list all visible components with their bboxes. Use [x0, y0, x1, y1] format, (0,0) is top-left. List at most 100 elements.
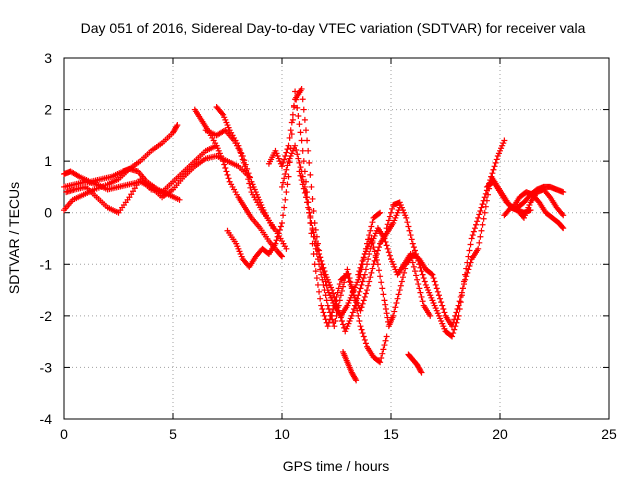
data-point: [454, 316, 461, 323]
data-point: [394, 295, 401, 302]
data-point: [421, 278, 428, 285]
data-point: [333, 312, 340, 319]
data-point: [464, 259, 471, 266]
data-point: [275, 230, 282, 237]
data-points: [61, 85, 567, 384]
data-point: [386, 213, 393, 220]
data-point: [559, 224, 566, 231]
data-point: [296, 121, 303, 128]
data-point: [376, 244, 383, 251]
data-point: [489, 170, 496, 177]
data-point: [333, 300, 340, 307]
data-point: [294, 151, 301, 158]
data-point: [458, 292, 465, 299]
data-point: [462, 271, 469, 278]
data-point: [369, 265, 376, 272]
data-point: [433, 285, 440, 292]
data-point: [319, 276, 326, 283]
y-tick-label: -1: [40, 256, 53, 272]
data-point: [245, 170, 252, 177]
data-point: [353, 377, 360, 384]
data-point: [131, 185, 138, 192]
data-point: [475, 245, 482, 252]
data-point: [416, 285, 423, 292]
data-point: [382, 305, 389, 312]
data-point: [283, 189, 290, 196]
data-point: [338, 287, 345, 294]
data-point: [413, 250, 420, 257]
data-point: [219, 110, 226, 117]
data-point: [283, 149, 290, 156]
data-point: [411, 268, 418, 275]
data-point: [361, 271, 368, 278]
data-point: [388, 209, 394, 216]
series-4: [61, 152, 253, 201]
data-point: [324, 302, 331, 309]
data-point: [297, 129, 304, 136]
x-axis-label: GPS time / hours: [283, 458, 390, 474]
data-point: [546, 192, 553, 199]
x-tick-label: 10: [274, 426, 290, 442]
data-point: [320, 264, 327, 271]
data-point: [380, 291, 387, 298]
data-point: [332, 297, 339, 304]
data-point: [457, 299, 464, 306]
data-point: [385, 249, 392, 256]
data-point: [382, 238, 389, 245]
data-point: [482, 203, 489, 210]
data-point: [384, 314, 391, 321]
data-point: [322, 292, 329, 299]
data-point: [410, 244, 417, 251]
data-point: [377, 273, 384, 280]
plot-frame: [63, 57, 610, 420]
data-point: [335, 285, 342, 292]
data-point: [459, 285, 466, 292]
data-point: [277, 223, 284, 230]
data-point: [391, 308, 398, 315]
data-point: [283, 166, 290, 173]
data-point: [349, 287, 356, 294]
data-point: [404, 219, 411, 226]
data-point: [413, 272, 420, 279]
x-tick-label: 5: [169, 426, 177, 442]
data-point: [365, 282, 372, 289]
data-point: [274, 233, 281, 240]
data-point: [300, 185, 307, 192]
data-point: [306, 209, 313, 216]
data-point: [479, 201, 486, 208]
data-point: [295, 113, 302, 120]
data-point: [282, 152, 289, 159]
axis-ticks: [63, 57, 610, 420]
data-point: [284, 181, 291, 188]
data-point: [411, 247, 418, 254]
data-point: [297, 164, 304, 171]
data-point: [355, 271, 362, 278]
data-point: [239, 152, 246, 159]
grid-lines: [64, 58, 609, 419]
data-point: [302, 189, 309, 196]
data-point: [365, 256, 372, 263]
data-point: [279, 253, 285, 260]
data-point: [297, 172, 304, 179]
data-point: [370, 244, 377, 251]
data-point: [378, 354, 385, 361]
data-point: [313, 275, 320, 282]
x-tick-labels: 0 5 10 15 20 25: [60, 426, 617, 442]
data-point: [355, 312, 362, 319]
data-point: [288, 119, 295, 126]
data-point: [383, 333, 390, 340]
data-point: [309, 225, 316, 232]
data-point: [377, 209, 384, 216]
data-point: [501, 137, 508, 144]
data-point: [292, 142, 299, 149]
series-9: [265, 85, 384, 319]
data-point: [382, 337, 389, 344]
data-point: [285, 142, 292, 149]
y-tick-label: -3: [40, 359, 53, 375]
data-point: [417, 368, 424, 375]
data-point: [383, 242, 390, 249]
data-point: [435, 292, 442, 299]
data-point: [338, 318, 345, 325]
data-point: [409, 240, 416, 247]
data-point: [560, 189, 567, 196]
